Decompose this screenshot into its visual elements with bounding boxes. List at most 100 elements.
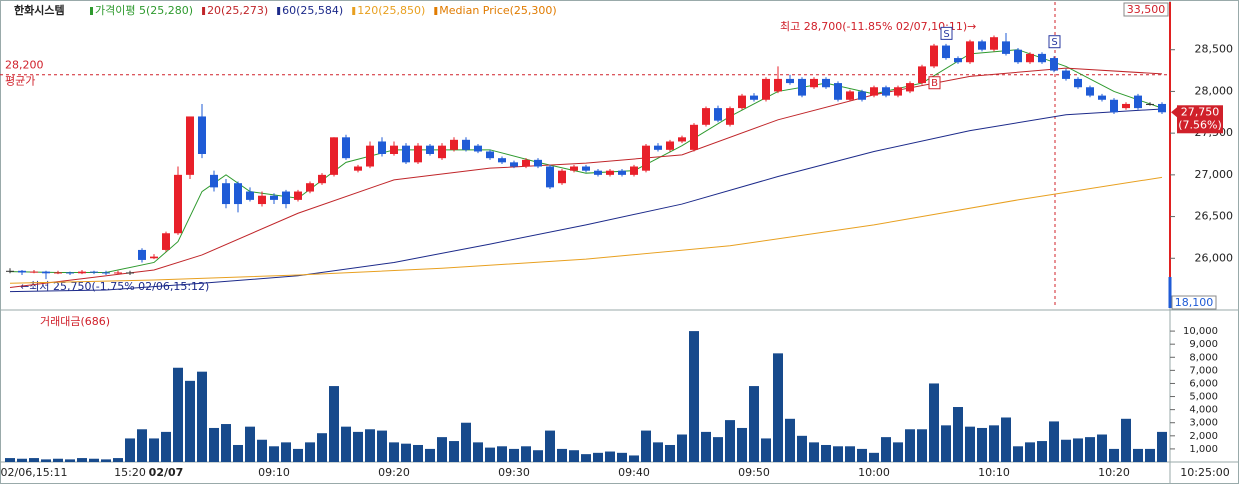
candle-body [486, 151, 494, 159]
candle-body [1158, 103, 1166, 113]
signal-label: S [1051, 37, 1057, 48]
volume-bar [581, 454, 591, 462]
candle-body [714, 108, 722, 121]
candle-body [786, 78, 794, 84]
candle-body [210, 174, 218, 188]
volume-bar [605, 451, 615, 462]
candle-body [150, 256, 158, 259]
y-tick-label: 26,000 [1195, 251, 1234, 264]
volume-bar [965, 426, 975, 462]
v-tick-label: 8,000 [1189, 352, 1218, 363]
candle-body [666, 141, 674, 150]
candle-body [42, 271, 50, 274]
x-tick-label: 15:20 [114, 466, 146, 479]
volume-bar [449, 441, 459, 462]
candle-body [258, 195, 266, 205]
volume-bar [797, 435, 807, 462]
low-note: ←최저 25,750(-1.75% 02/06,15:12) [20, 280, 209, 293]
current-box [1177, 105, 1223, 134]
candle-body [990, 37, 998, 50]
volume-bar [329, 386, 339, 462]
candle-body [1110, 99, 1118, 113]
volume-bar [533, 450, 543, 462]
volume-bar [1109, 448, 1119, 462]
volume-bar [869, 452, 879, 462]
legend-label: 60(25,584) [282, 4, 343, 17]
candle-body [426, 145, 434, 154]
volume-bar [725, 420, 735, 462]
volume-bar [569, 450, 579, 462]
volume-bar [1001, 417, 1011, 462]
volume-bar [269, 446, 279, 462]
v-tick-label: 4,000 [1189, 405, 1218, 416]
candle-body [474, 145, 482, 152]
candle-body [534, 159, 542, 167]
legend-label: 120(25,850) [357, 4, 425, 17]
candle-body [630, 166, 638, 175]
volume-bar [545, 430, 555, 462]
volume-bar [77, 458, 87, 462]
volume-bar [473, 442, 483, 462]
volume-bar [101, 459, 111, 462]
volume-bar [1145, 448, 1155, 462]
volume-bar [377, 430, 387, 462]
legend-label: 가격이평 5(25,280) [95, 4, 193, 17]
candle-body [1074, 78, 1082, 88]
legend-label: Median Price(25,300) [439, 4, 556, 17]
x-tick-label: 02/07 [149, 466, 184, 479]
candle-body [162, 233, 170, 250]
volume-bar [989, 425, 999, 462]
volume-bar [785, 418, 795, 462]
legend-swatch [202, 7, 206, 15]
volume-bar [821, 444, 831, 462]
candle-body [462, 139, 470, 150]
volume-bar [653, 442, 663, 462]
volume-bar [209, 427, 219, 462]
candle-body [450, 139, 458, 150]
candle-body [306, 183, 314, 192]
volume-bar [941, 425, 951, 462]
candle-body [1098, 95, 1106, 100]
legend-swatch [352, 7, 356, 15]
volume-bar [365, 429, 375, 462]
candle-body [654, 145, 662, 150]
volume-bar [149, 438, 159, 462]
volume-bar [221, 424, 231, 462]
current-change: (7.56%) [1178, 118, 1222, 131]
x-tick-label: 02/06,15:11 [1, 466, 68, 479]
volume-bar [353, 431, 363, 462]
candle-body [126, 272, 134, 274]
candle-body [498, 158, 506, 163]
volume-bar [893, 442, 903, 462]
candle-body [246, 191, 254, 200]
candle-body [6, 270, 14, 272]
candle-body [1026, 53, 1034, 63]
volume-bar [1097, 434, 1107, 462]
candle-body [558, 170, 566, 184]
volume-bar [905, 429, 915, 462]
volume-bar [1073, 438, 1083, 462]
volume-bar [65, 459, 75, 462]
v-tick-label: 7,000 [1189, 365, 1218, 376]
candle-body [642, 145, 650, 171]
volume-bar [665, 444, 675, 462]
ma-line [9, 67, 1163, 288]
candle-body [366, 145, 374, 167]
candle-body [546, 166, 554, 188]
candle-body [690, 124, 698, 150]
high-note: 최고 28,700(-11.85% 02/07,10:11)→ [780, 20, 976, 33]
legend-swatch [277, 7, 281, 15]
candle-body [894, 87, 902, 96]
candle-body [414, 145, 422, 163]
x-tick-label: 09:20 [378, 466, 410, 479]
candle-body [822, 78, 830, 88]
candle-body [222, 183, 230, 205]
candle-body [930, 45, 938, 67]
volume-bar [413, 444, 423, 462]
volume-bar [1061, 439, 1071, 462]
v-tick-label: 5,000 [1189, 392, 1218, 403]
avg-price-name: 평균가 [5, 75, 35, 88]
legend-label: 20(25,273) [207, 4, 268, 17]
candle-body [330, 137, 338, 175]
candle-body [30, 271, 38, 273]
